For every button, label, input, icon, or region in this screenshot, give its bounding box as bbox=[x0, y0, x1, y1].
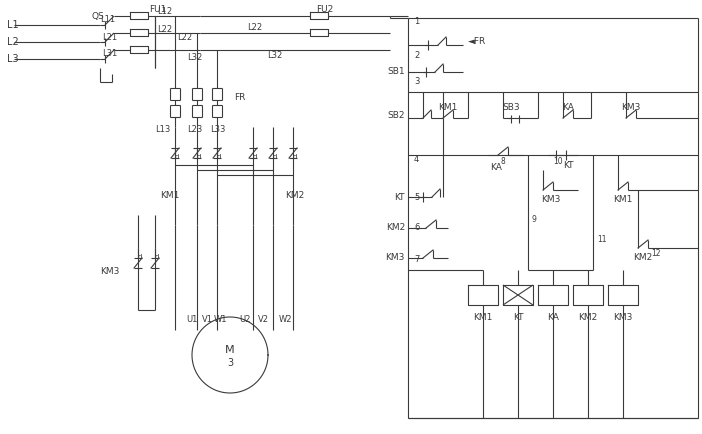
Text: U1: U1 bbox=[186, 316, 198, 325]
Text: W1: W1 bbox=[213, 316, 227, 325]
Text: KM1: KM1 bbox=[438, 103, 458, 112]
Text: KA: KA bbox=[547, 312, 559, 322]
Text: KA: KA bbox=[562, 102, 574, 112]
Text: KM3: KM3 bbox=[541, 195, 561, 204]
Text: L21: L21 bbox=[102, 33, 117, 42]
Text: FU2: FU2 bbox=[317, 6, 333, 14]
Text: L32: L32 bbox=[267, 50, 283, 59]
Text: L31: L31 bbox=[102, 49, 118, 59]
Text: d: d bbox=[293, 154, 297, 160]
Text: 8: 8 bbox=[501, 157, 505, 165]
Text: 12: 12 bbox=[651, 249, 661, 257]
Text: L23: L23 bbox=[187, 125, 202, 135]
Text: d: d bbox=[273, 154, 277, 160]
Text: d: d bbox=[175, 154, 179, 160]
Text: V2: V2 bbox=[258, 316, 268, 325]
Text: KM1: KM1 bbox=[473, 312, 493, 322]
Text: M: M bbox=[225, 345, 234, 355]
Text: 1: 1 bbox=[414, 17, 419, 26]
Text: KA: KA bbox=[490, 162, 502, 171]
Text: 7: 7 bbox=[414, 256, 419, 264]
Text: V1: V1 bbox=[201, 316, 213, 325]
Text: KM3: KM3 bbox=[100, 267, 119, 276]
Text: 6: 6 bbox=[414, 224, 419, 233]
Text: KM2: KM2 bbox=[386, 224, 405, 233]
Text: d: d bbox=[197, 154, 201, 160]
Text: KM2: KM2 bbox=[286, 191, 305, 200]
Text: d: d bbox=[217, 154, 221, 160]
Text: FU1: FU1 bbox=[150, 6, 166, 14]
Text: KM3: KM3 bbox=[614, 312, 633, 322]
Text: KM2: KM2 bbox=[578, 312, 597, 322]
Text: d: d bbox=[138, 254, 143, 260]
Text: d: d bbox=[253, 154, 257, 160]
Text: KM1: KM1 bbox=[160, 191, 180, 200]
Text: 10: 10 bbox=[553, 157, 563, 165]
Text: 3: 3 bbox=[227, 358, 233, 368]
Text: KT: KT bbox=[395, 193, 405, 201]
Text: 11: 11 bbox=[597, 236, 607, 244]
Text: L2: L2 bbox=[7, 37, 19, 47]
Text: KM3: KM3 bbox=[385, 253, 405, 263]
Text: L32: L32 bbox=[187, 53, 203, 62]
Text: L22: L22 bbox=[247, 23, 263, 33]
Text: d: d bbox=[155, 254, 159, 260]
Text: U2: U2 bbox=[239, 316, 251, 325]
Text: 5: 5 bbox=[414, 193, 419, 201]
Text: SB1: SB1 bbox=[388, 68, 405, 76]
Text: L33: L33 bbox=[210, 125, 225, 135]
Text: QS: QS bbox=[92, 13, 105, 22]
Text: L12: L12 bbox=[157, 7, 173, 16]
Text: L11: L11 bbox=[100, 14, 116, 23]
Text: L22: L22 bbox=[178, 33, 192, 43]
Text: L13: L13 bbox=[155, 125, 171, 135]
Text: W2: W2 bbox=[278, 316, 292, 325]
Text: KM3: KM3 bbox=[621, 102, 641, 112]
Text: 2: 2 bbox=[414, 50, 419, 59]
Text: L22: L22 bbox=[157, 24, 173, 33]
Text: KM1: KM1 bbox=[614, 195, 633, 204]
Text: SB2: SB2 bbox=[388, 111, 405, 119]
Text: L3: L3 bbox=[7, 54, 19, 64]
Text: KT: KT bbox=[563, 161, 574, 170]
Text: SB3: SB3 bbox=[502, 103, 519, 112]
Text: ◄FR: ◄FR bbox=[468, 37, 486, 46]
Text: 3: 3 bbox=[414, 78, 419, 86]
Text: 9: 9 bbox=[532, 216, 537, 224]
Text: KT: KT bbox=[512, 312, 523, 322]
Text: FR: FR bbox=[234, 93, 246, 102]
Text: 4: 4 bbox=[414, 155, 419, 164]
Text: L1: L1 bbox=[7, 20, 19, 30]
Text: KM2: KM2 bbox=[633, 253, 653, 263]
